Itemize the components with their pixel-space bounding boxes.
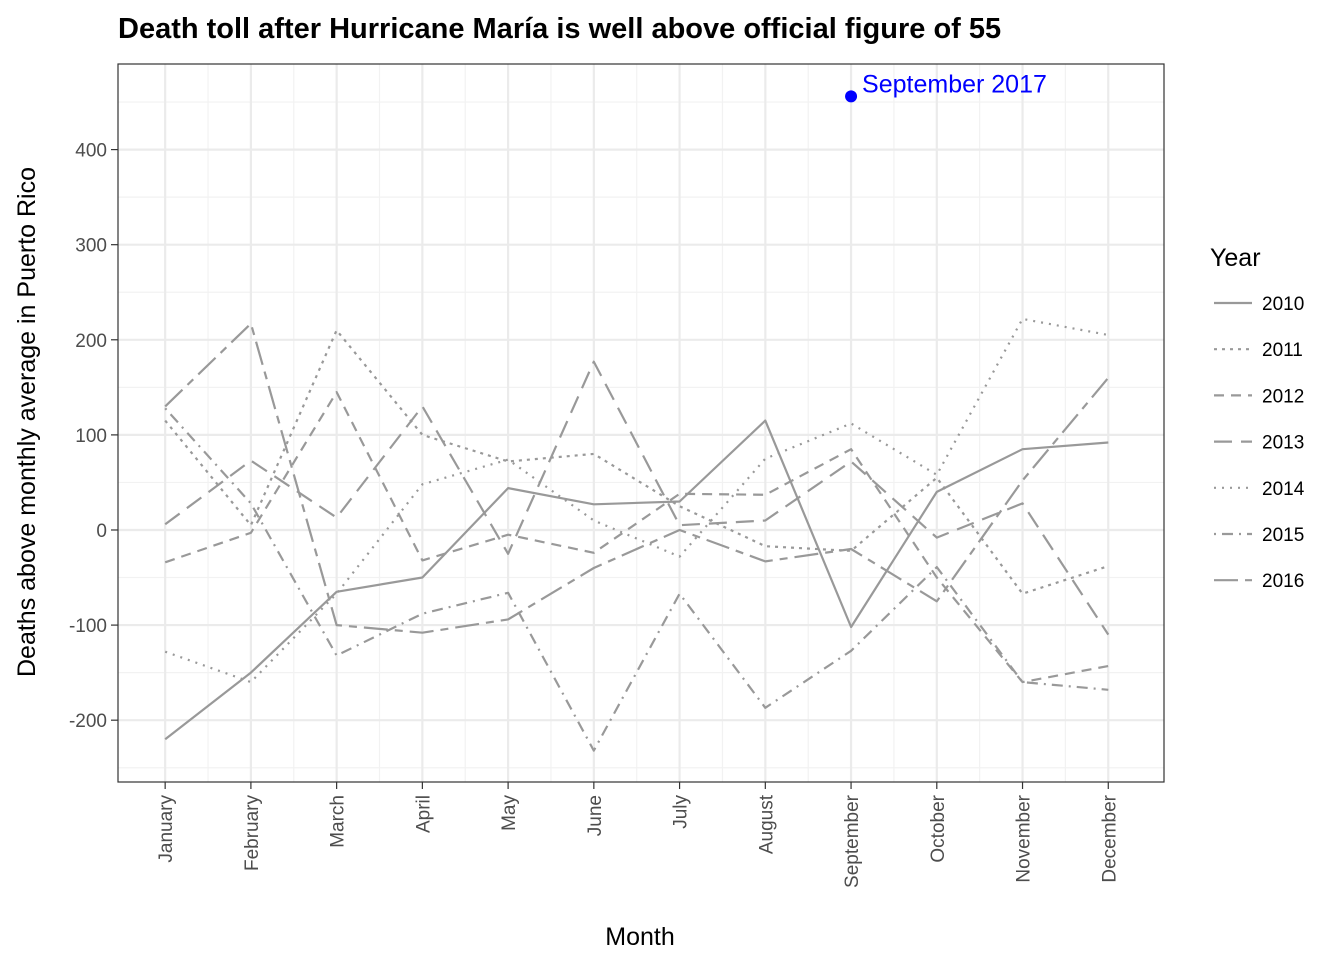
legend-label-2013: 2013 — [1262, 433, 1304, 454]
chart-title: Death toll after Hurricane María is well… — [118, 13, 1001, 45]
legend-label-2012: 2012 — [1262, 386, 1304, 407]
legend-label-2014: 2014 — [1262, 479, 1305, 500]
x-tick-label: June — [585, 795, 606, 836]
series-line-2012 — [164, 391, 1109, 684]
x-tick-label: September — [842, 794, 863, 888]
plot-border — [117, 63, 1165, 783]
x-tick-label: March — [328, 795, 349, 848]
x-tick-label: August — [756, 794, 777, 854]
legend-label-2010: 2010 — [1262, 294, 1304, 315]
x-axis: January February March April May June July Augu… — [156, 782, 1120, 888]
x-axis-title: Month — [605, 923, 674, 951]
series-line-2015 — [164, 407, 1109, 752]
series-line-2013 — [164, 360, 1110, 636]
x-tick-label: January — [156, 795, 177, 863]
x-tick-label: December — [1099, 794, 1120, 882]
y-tick-label: 300 — [75, 236, 107, 257]
y-tick-label: -100 — [69, 616, 107, 637]
grid-major — [118, 64, 1164, 782]
legend-title: Year — [1210, 244, 1261, 272]
legend-label-2016: 2016 — [1262, 571, 1304, 592]
legend: Year 2010 2011 2012 2013 2014 2015 2016 — [1210, 244, 1305, 592]
series-lines — [164, 317, 1110, 752]
x-tick-label: October — [928, 794, 949, 862]
series-line-2014 — [164, 317, 1109, 684]
x-tick-label: November — [1014, 794, 1035, 882]
y-tick-label: 100 — [75, 426, 107, 447]
highlight-label: September 2017 — [862, 70, 1047, 98]
series-line-2011 — [164, 329, 1109, 595]
x-tick-label: April — [413, 795, 434, 833]
plot-panel — [118, 64, 1164, 782]
grid-minor — [118, 64, 1164, 782]
series-line-2010 — [164, 419, 1109, 741]
x-tick-label: July — [671, 795, 692, 829]
y-axis: -200 -100 0 100 200 300 400 — [69, 141, 118, 732]
x-tick-label: February — [242, 795, 263, 872]
y-tick-label: 200 — [75, 331, 107, 352]
highlight: September 2017 — [845, 70, 1047, 103]
y-axis-title: Deaths above monthly average in Puerto R… — [13, 167, 41, 677]
y-tick-label: 0 — [96, 521, 107, 542]
y-tick-label: 400 — [75, 141, 107, 162]
highlight-point — [845, 90, 858, 103]
legend-label-2011: 2011 — [1262, 340, 1303, 361]
legend-label-2015: 2015 — [1262, 525, 1304, 546]
x-tick-label: May — [499, 795, 520, 831]
series-line-2016 — [164, 322, 1110, 634]
y-tick-label: -200 — [69, 711, 107, 732]
